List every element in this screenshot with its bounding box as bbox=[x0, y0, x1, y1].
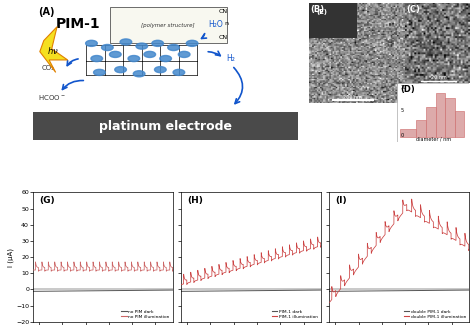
Circle shape bbox=[115, 67, 127, 73]
Text: CO₂: CO₂ bbox=[41, 65, 54, 71]
Text: (A): (A) bbox=[38, 7, 55, 18]
Circle shape bbox=[144, 51, 155, 58]
Text: diameter / nm: diameter / nm bbox=[416, 136, 451, 141]
Bar bbox=[416, 120, 426, 137]
Text: PIM-1: PIM-1 bbox=[56, 17, 100, 31]
Text: 5: 5 bbox=[400, 109, 403, 113]
Text: $\mathrm{HCOO^-}$: $\mathrm{HCOO^-}$ bbox=[38, 93, 66, 102]
Text: (B): (B) bbox=[310, 5, 324, 14]
Circle shape bbox=[173, 69, 185, 75]
Text: n: n bbox=[224, 21, 228, 26]
Legend: double PIM-1 dark, double PIM-1 illumination: double PIM-1 dark, double PIM-1 illumina… bbox=[403, 309, 467, 319]
Circle shape bbox=[120, 39, 132, 45]
Text: 200 nm: 200 nm bbox=[344, 95, 362, 100]
Circle shape bbox=[101, 45, 113, 51]
Text: [polymer structure]: [polymer structure] bbox=[141, 23, 195, 28]
Y-axis label: I (μA): I (μA) bbox=[8, 248, 15, 266]
Text: H₂: H₂ bbox=[227, 54, 236, 63]
Text: CN: CN bbox=[219, 9, 228, 14]
Text: (E): (E) bbox=[317, 9, 328, 15]
Text: (G): (G) bbox=[39, 196, 55, 205]
Legend: PIM-1 dark, PIM-1 illumination: PIM-1 dark, PIM-1 illumination bbox=[271, 309, 319, 319]
Text: (C): (C) bbox=[407, 5, 420, 14]
Circle shape bbox=[86, 40, 97, 46]
Text: $h\nu$: $h\nu$ bbox=[47, 45, 59, 56]
Circle shape bbox=[186, 40, 198, 46]
Circle shape bbox=[93, 69, 105, 75]
Text: (D): (D) bbox=[400, 85, 415, 94]
Circle shape bbox=[168, 45, 179, 51]
Circle shape bbox=[91, 56, 102, 62]
Text: CN: CN bbox=[219, 35, 228, 40]
Text: (I): (I) bbox=[335, 196, 346, 205]
Circle shape bbox=[152, 40, 164, 46]
Text: platinum electrode: platinum electrode bbox=[99, 120, 232, 133]
Text: (H): (H) bbox=[187, 196, 203, 205]
Polygon shape bbox=[40, 27, 68, 72]
Bar bbox=[397, 84, 469, 141]
Bar bbox=[445, 98, 455, 137]
Bar bbox=[455, 111, 465, 137]
Circle shape bbox=[136, 43, 147, 49]
Text: H₂O: H₂O bbox=[208, 20, 223, 29]
Circle shape bbox=[155, 67, 166, 73]
Circle shape bbox=[178, 51, 190, 58]
Bar bbox=[426, 107, 436, 137]
Text: 0: 0 bbox=[400, 133, 403, 138]
Circle shape bbox=[160, 56, 172, 62]
Circle shape bbox=[133, 71, 145, 77]
Bar bbox=[309, 3, 357, 38]
Legend: no PIM dark, no PIM illumination: no PIM dark, no PIM illumination bbox=[120, 309, 171, 319]
Circle shape bbox=[109, 51, 121, 58]
FancyBboxPatch shape bbox=[110, 7, 227, 43]
Bar bbox=[400, 129, 416, 137]
FancyBboxPatch shape bbox=[33, 112, 298, 140]
Text: 20 nm: 20 nm bbox=[431, 75, 447, 80]
Text: 10: 10 bbox=[400, 85, 407, 90]
Bar bbox=[436, 93, 445, 137]
Circle shape bbox=[128, 56, 140, 62]
